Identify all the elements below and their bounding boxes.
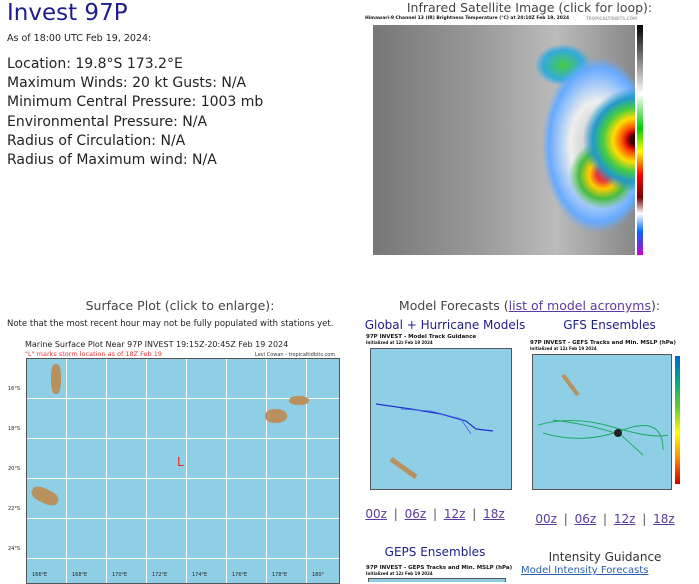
gfs-ensembles-heading: GFS Ensembles xyxy=(563,318,656,332)
global-caption: 97P INVEST - Model Track Guidance xyxy=(366,334,477,340)
surface-plot-subtitle: "L" marks storm location as of 18Z Feb 1… xyxy=(25,350,162,358)
gfs-run-18z[interactable]: 18z xyxy=(653,512,675,526)
gfs-init: Initialized at 12z Feb 19 2024 xyxy=(530,346,597,351)
global-runs: 00z | 06z | 12z | 18z xyxy=(360,507,510,521)
lon-label: 180° xyxy=(312,572,325,578)
page-title: Invest 97P xyxy=(7,0,128,26)
lon-label: 172°E xyxy=(152,572,168,578)
satellite-heading: Infrared Satellite Image (click for loop… xyxy=(406,0,653,15)
separator: | xyxy=(638,512,651,526)
intensity-heading: Intensity Guidance xyxy=(548,550,662,564)
lat-label: 22°S xyxy=(8,506,21,512)
lon-label: 168°E xyxy=(72,572,88,578)
as-of-time: As of 18:00 UTC Feb 19, 2024: xyxy=(7,33,152,44)
global-run-18z[interactable]: 18z xyxy=(483,507,505,521)
satellite-image xyxy=(373,25,635,255)
separator: | xyxy=(429,507,441,521)
geps-ensemble-image[interactable]: 97P INVEST - GEPS Tracks and Min. MSLP (… xyxy=(366,565,512,582)
track-lines xyxy=(375,403,494,480)
global-model-image[interactable]: 97P INVEST - Model Track Guidance Initia… xyxy=(366,334,512,496)
separator: | xyxy=(599,512,611,526)
lat-label: 20°S xyxy=(8,466,21,472)
surface-heading: Surface Plot (click to enlarge): xyxy=(85,298,275,313)
heading-text: Model Forecasts ( xyxy=(398,298,509,313)
separator: | xyxy=(559,512,572,526)
island xyxy=(51,364,61,394)
global-run-06z[interactable]: 06z xyxy=(404,507,427,521)
satellite-caption: Himawari-9 Channel 13 (IR) Brightness Te… xyxy=(365,16,570,21)
global-run-12z[interactable]: 12z xyxy=(443,507,466,521)
surface-plot-title: Marine Surface Plot Near 97P INVEST 19:1… xyxy=(25,340,289,349)
global-init: Initialized at 12z Feb 19 2024 xyxy=(366,340,433,345)
model-intensity-link[interactable]: Model Intensity Forecasts xyxy=(521,565,649,576)
model-acronyms-link[interactable]: list of model acronyms xyxy=(508,298,651,313)
satellite-image-link[interactable]: Himawari-9 Channel 13 (IR) Brightness Te… xyxy=(365,16,655,255)
min-pressure: Minimum Central Pressure: 1003 mb xyxy=(7,94,264,110)
gfs-run-12z[interactable]: 12z xyxy=(613,512,636,526)
gfs-run-00z[interactable]: 00z xyxy=(535,512,557,526)
island xyxy=(265,409,287,423)
env-pressure: Environmental Pressure: N/A xyxy=(7,114,208,130)
ensemble-tracks xyxy=(537,373,669,456)
island xyxy=(289,396,309,405)
surface-plot-credit: Levi Cowan - tropicaltidbits.com xyxy=(255,352,336,358)
heading-text: ): xyxy=(650,298,661,313)
geps-init: Initialized at 12z Feb 19 2024 xyxy=(366,571,433,576)
gfs-ensemble-image[interactable]: 97P INVEST - GEFS Tracks and Min. MSLP (… xyxy=(530,340,682,496)
island xyxy=(29,483,61,509)
colorbar xyxy=(637,25,643,255)
gfs-run-06z[interactable]: 06z xyxy=(574,512,597,526)
geps-caption: 97P INVEST - GEPS Tracks and Min. MSLP (… xyxy=(366,565,512,571)
radius-max-wind: Radius of Maximum wind: N/A xyxy=(7,152,217,168)
storm-marker: L xyxy=(177,455,184,469)
radius-circulation: Radius of Circulation: N/A xyxy=(7,133,186,149)
colorbar xyxy=(675,356,680,484)
surface-note: Note that the most recent hour may not b… xyxy=(7,319,334,329)
geps-heading: GEPS Ensembles xyxy=(384,545,486,559)
lon-label: 176°E xyxy=(232,572,248,578)
global-models-heading: Global + Hurricane Models xyxy=(364,318,526,332)
location: Location: 19.8°S 173.2°E xyxy=(7,56,183,72)
surface-plot-link[interactable]: L xyxy=(26,358,340,584)
lon-label: 178°E xyxy=(272,572,288,578)
gfs-runs: 00z | 06z | 12z | 18z xyxy=(530,512,680,526)
max-winds: Maximum Winds: 20 kt Gusts: N/A xyxy=(7,75,247,91)
gfs-caption: 97P INVEST - GEFS Tracks and Min. MSLP (… xyxy=(530,340,676,346)
lat-label: 24°S xyxy=(8,546,21,552)
satellite-credit: TROPICALTIDBITS.COM xyxy=(585,16,637,21)
models-heading: Model Forecasts (list of model acronyms)… xyxy=(360,298,699,313)
global-run-00z[interactable]: 00z xyxy=(365,507,387,521)
lon-label: 174°E xyxy=(192,572,208,578)
lon-label: 166°E xyxy=(32,572,48,578)
lat-label: 16°S xyxy=(8,386,21,392)
separator: | xyxy=(389,507,402,521)
lat-label: 18°S xyxy=(8,426,21,432)
lon-label: 170°E xyxy=(112,572,128,578)
separator: | xyxy=(468,507,481,521)
